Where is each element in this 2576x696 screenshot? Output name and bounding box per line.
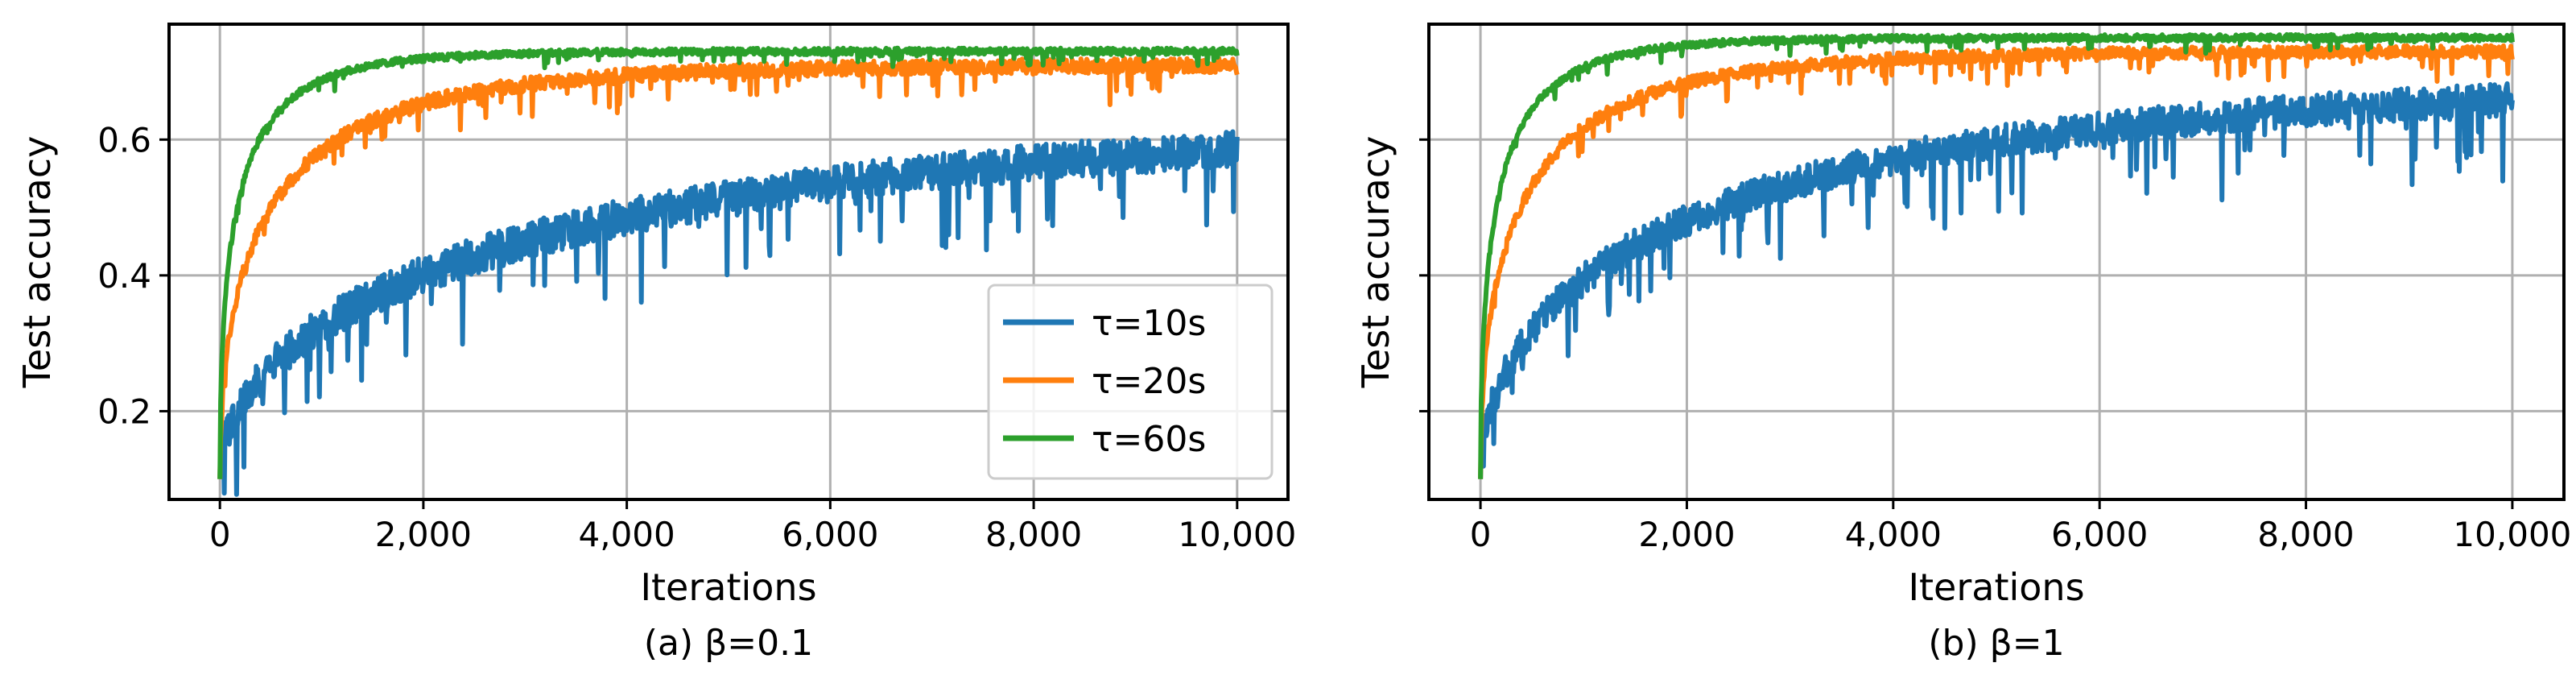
legend-label: τ=10s bbox=[1092, 303, 1206, 344]
x-tick-label: 2,000 bbox=[375, 515, 472, 554]
axes-frame bbox=[1427, 23, 2566, 501]
x-tick-label: 0 bbox=[209, 515, 231, 554]
plot-area bbox=[217, 45, 1240, 497]
legend: τ=10s τ=20s τ=60s bbox=[987, 284, 1274, 480]
x-tick-label: 6,000 bbox=[2051, 515, 2148, 554]
x-tick-label: 10,000 bbox=[2453, 515, 2571, 554]
y-tick-label: 0.6 bbox=[97, 120, 151, 160]
y-tick-label: 0.2 bbox=[97, 392, 151, 431]
x-axis-label: Iterations bbox=[640, 566, 816, 609]
panel-b: 0 2,000 4,000 6,000 8,000 10,000 Iterations (b)… bbox=[1354, 23, 2571, 664]
x-tick-label: 8,000 bbox=[2257, 515, 2354, 554]
plot-area bbox=[1478, 31, 2515, 479]
legend-label: τ=60s bbox=[1092, 419, 1206, 460]
x-tick-label: 2,000 bbox=[1638, 515, 1735, 554]
x-tick-label: 4,000 bbox=[579, 515, 675, 554]
y-axis-label: Test accuracy bbox=[15, 136, 59, 389]
series-line-1 bbox=[217, 129, 1240, 497]
x-tick-label: 6,000 bbox=[782, 515, 878, 554]
legend-box bbox=[987, 284, 1274, 480]
axes-frame bbox=[167, 23, 1290, 501]
series-line-2 bbox=[1478, 43, 2515, 479]
x-tick-label: 10,000 bbox=[1178, 515, 1296, 554]
series-line-1 bbox=[1478, 81, 2515, 479]
x-tick-label: 0 bbox=[1470, 515, 1492, 554]
series-line-3 bbox=[1478, 31, 2515, 479]
panel-caption: (b) β=1 bbox=[1928, 623, 2064, 664]
legend-label: τ=20s bbox=[1092, 361, 1206, 402]
panel-a: 0 2,000 4,000 6,000 8,000 10,000 0.2 0.4 0.6 Iter… bbox=[15, 23, 1296, 664]
y-tick-label: 0.4 bbox=[97, 256, 151, 296]
series-line-3 bbox=[217, 45, 1240, 479]
x-tick-label: 8,000 bbox=[985, 515, 1082, 554]
series-line-2 bbox=[217, 56, 1240, 479]
x-axis-label: Iterations bbox=[1908, 566, 2084, 609]
y-axis-label: Test accuracy bbox=[1354, 136, 1397, 389]
x-tick-label: 4,000 bbox=[1845, 515, 1942, 554]
panel-caption: (a) β=0.1 bbox=[644, 623, 813, 664]
